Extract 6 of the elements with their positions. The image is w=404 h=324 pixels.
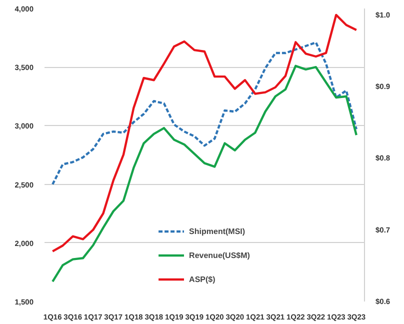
legend-label: Revenue(US$M) bbox=[189, 250, 250, 260]
line-series bbox=[52, 41, 358, 186]
legend-label: Shipment(MSI) bbox=[189, 226, 246, 236]
legend-label: ASP($) bbox=[189, 274, 216, 284]
line-series bbox=[52, 14, 358, 252]
line-series bbox=[52, 64, 358, 283]
